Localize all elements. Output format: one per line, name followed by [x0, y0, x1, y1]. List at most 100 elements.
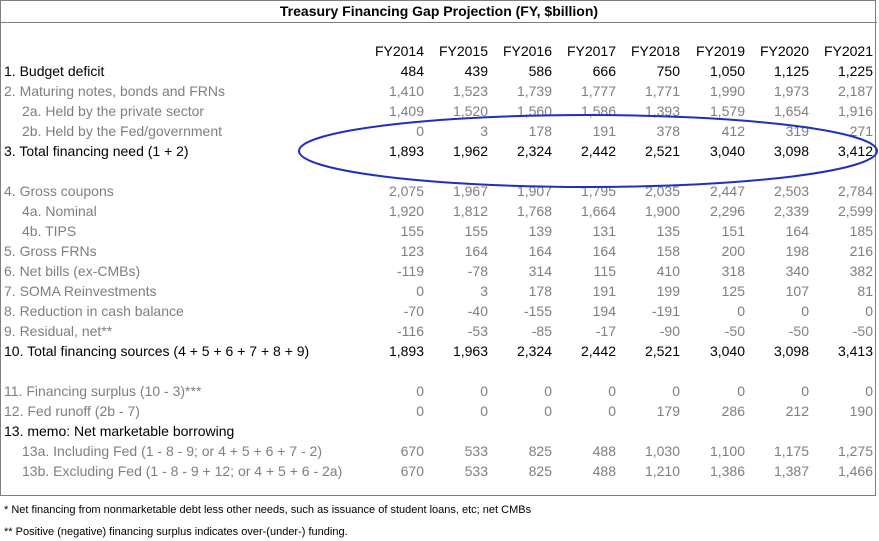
- table-row: 13b. Excluding Fed (1 - 8 - 9 + 12; or 4…: [0, 461, 876, 481]
- cell-fy2019: 2,447: [709, 183, 745, 199]
- cell-fy2020: 164: [785, 223, 809, 239]
- cell-fy2015: 164: [464, 243, 488, 259]
- cell-fy2020: 340: [785, 263, 809, 279]
- cell-fy2014: 0: [416, 403, 424, 419]
- cell-fy2015: 533: [464, 443, 488, 459]
- cell-fy2019: 412: [721, 123, 745, 139]
- row-label: 5. Gross FRNs: [4, 243, 97, 259]
- cell-fy2020: 212: [785, 403, 809, 419]
- cell-fy2020: -50: [788, 323, 809, 339]
- cell-fy2018: 1,030: [644, 443, 680, 459]
- cell-fy2014: 1,410: [388, 83, 424, 99]
- cell-fy2014: 0: [416, 283, 424, 299]
- cell-fy2014: 670: [400, 463, 424, 479]
- cell-fy2020: 1,654: [773, 103, 809, 119]
- cell-fy2015: -53: [467, 323, 488, 339]
- row-label: 12. Fed runoff (2b - 7): [4, 403, 140, 419]
- header-fy2020: FY2020: [759, 43, 809, 59]
- cell-fy2016: 139: [528, 223, 552, 239]
- cell-fy2019: 200: [721, 243, 745, 259]
- cell-fy2021: 3,413: [837, 343, 873, 359]
- table-row: 5. Gross FRNs 123 164 164 164 158 200 198 216: [0, 241, 876, 261]
- cell-fy2016: 1,739: [516, 83, 552, 99]
- cell-fy2014: 1,893: [388, 143, 424, 159]
- cell-fy2019: 151: [721, 223, 745, 239]
- cell-fy2019: 3,040: [709, 143, 745, 159]
- row-label: 13b. Excluding Fed (1 - 8 - 9 + 12; or 4…: [22, 463, 343, 479]
- cell-fy2021: 185: [849, 223, 873, 239]
- cell-fy2015: 0: [480, 403, 488, 419]
- table-row: 8. Reduction in cash balance -70 -40 -155 19…: [0, 301, 876, 321]
- cell-fy2020: 0: [801, 383, 809, 399]
- cell-fy2017: 115: [593, 263, 616, 279]
- table-frame: Treasury Financing Gap Projection (FY, $…: [0, 0, 877, 496]
- cell-fy2016: 825: [528, 463, 552, 479]
- cell-fy2019: 3,040: [709, 343, 745, 359]
- cell-fy2014: 0: [416, 123, 424, 139]
- row-label: 4b. TIPS: [22, 223, 77, 239]
- cell-fy2017: 1,777: [580, 83, 616, 99]
- cell-fy2018: 1,771: [644, 83, 680, 99]
- row-label: 8. Reduction in cash balance: [4, 303, 184, 319]
- cell-fy2015: 0: [480, 383, 488, 399]
- cell-fy2014: 0: [416, 383, 424, 399]
- spacer-row: [0, 361, 876, 381]
- cell-fy2015: 1,523: [452, 83, 488, 99]
- cell-fy2016: 1,768: [516, 203, 552, 219]
- cell-fy2019: 1,386: [709, 463, 745, 479]
- cell-fy2021: 81: [857, 283, 873, 299]
- cell-fy2016: 0: [544, 403, 552, 419]
- cell-fy2019: 1,050: [709, 63, 745, 79]
- cell-fy2020: 319: [785, 123, 809, 139]
- table-row: 12. Fed runoff (2b - 7) 0 0 0 0 179 286 212 190: [0, 401, 876, 421]
- cell-fy2016: 0: [544, 383, 552, 399]
- cell-fy2014: 1,409: [388, 103, 424, 119]
- cell-fy2020: 2,503: [773, 183, 809, 199]
- row-label: 9. Residual, net**: [4, 323, 113, 339]
- cell-fy2020: 3,098: [773, 343, 809, 359]
- cell-fy2015: 1,967: [452, 183, 488, 199]
- cell-fy2021: 216: [849, 243, 873, 259]
- cell-fy2021: 0: [865, 303, 873, 319]
- cell-fy2021: 1,916: [837, 103, 873, 119]
- cell-fy2015: 439: [464, 63, 488, 79]
- cell-fy2021: 1,275: [837, 443, 873, 459]
- cell-fy2016: 1,907: [516, 183, 552, 199]
- table-row: 4b. TIPS 155 155 139 131 135 151 164 185: [0, 221, 876, 241]
- row-label: 2a. Held by the private sector: [22, 103, 205, 119]
- cell-fy2017: 131: [592, 223, 616, 239]
- cell-fy2021: 1,466: [837, 463, 873, 479]
- row-label: 11. Financing surplus (10 - 3)***: [4, 383, 202, 399]
- cell-fy2020: 3,098: [773, 143, 809, 159]
- cell-fy2016: -85: [531, 323, 552, 339]
- footnote-2: ** Positive (negative) financing surplus…: [4, 526, 348, 538]
- header-fy2015: FY2015: [438, 43, 488, 59]
- cell-fy2016: 586: [528, 63, 552, 79]
- cell-fy2019: 1,100: [709, 443, 745, 459]
- header-fy2014: FY2014: [374, 43, 424, 59]
- cell-fy2016: 314: [528, 263, 552, 279]
- cell-fy2018: 135: [656, 223, 680, 239]
- row-label: 2. Maturing notes, bonds and FRNs: [4, 83, 226, 99]
- table-row: 2b. Held by the Fed/government 0 3 178 191 37…: [0, 121, 876, 141]
- row-label: 13a. Including Fed (1 - 8 - 9; or 4 + 5 …: [22, 443, 323, 459]
- cell-fy2021: -50: [852, 323, 873, 339]
- cell-fy2017: 194: [592, 303, 616, 319]
- cell-fy2015: -78: [467, 263, 488, 279]
- cell-fy2014: 123: [400, 243, 424, 259]
- table-row: 13a. Including Fed (1 - 8 - 9; or 4 + 5 …: [0, 441, 876, 461]
- table-row: 7. SOMA Reinvestments 0 3 178 191 199 125 107 81: [0, 281, 876, 301]
- cell-fy2020: 107: [785, 283, 809, 299]
- cell-fy2016: 2,324: [516, 343, 552, 359]
- cell-fy2021: 382: [849, 263, 873, 279]
- cell-fy2017: 2,442: [580, 143, 616, 159]
- cell-fy2021: 2,784: [837, 183, 873, 199]
- cell-fy2019: 318: [721, 263, 745, 279]
- cell-fy2017: 164: [592, 243, 616, 259]
- cell-fy2014: 670: [400, 443, 424, 459]
- cell-fy2014: 2,075: [388, 183, 424, 199]
- cell-fy2014: -116: [397, 323, 424, 339]
- cell-fy2015: 1,963: [452, 343, 488, 359]
- row-label: 4a. Nominal: [22, 203, 97, 219]
- cell-fy2020: 1,125: [773, 63, 809, 79]
